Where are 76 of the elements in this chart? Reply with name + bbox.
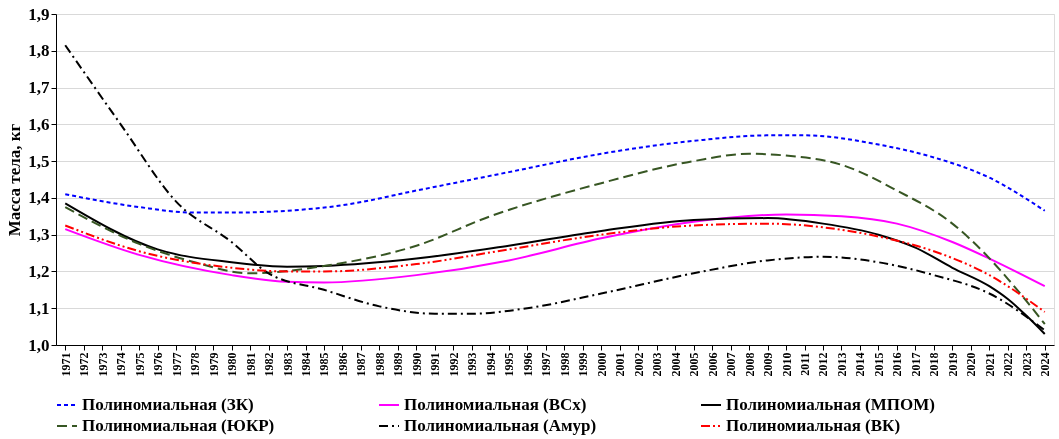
x-tick-label: 2011 <box>798 352 812 376</box>
x-tick-label: 1974 <box>114 352 129 377</box>
x-tick-label: 2013 <box>834 352 849 377</box>
y-tick-label: 1,6 <box>28 114 50 134</box>
y-tick-label: 1,7 <box>28 78 50 98</box>
x-tick-label: 1971 <box>58 352 73 377</box>
x-tick-label: 1999 <box>576 352 591 377</box>
x-tick-label: 2024 <box>1038 352 1053 377</box>
x-tick-label: 1973 <box>95 352 110 377</box>
x-tick-label: 2016 <box>890 352 905 377</box>
x-tick-label: 1990 <box>409 352 424 377</box>
line-series <box>64 222 1046 313</box>
x-tick-label: 2008 <box>742 352 757 377</box>
x-tick-label: 2018 <box>927 352 942 377</box>
x-tick-label: 1977 <box>169 352 184 377</box>
legend-label: Полиномиальная (МПОМ) <box>726 395 935 414</box>
x-tick-label: 1982 <box>262 352 277 377</box>
y-tick-label: 1,0 <box>28 335 50 355</box>
x-tick-label: 1980 <box>225 352 240 377</box>
x-tick-label: 2020 <box>964 352 979 377</box>
x-tick-label: 1972 <box>77 352 92 377</box>
legend-label: Полиномиальная (ЮКР) <box>82 416 275 435</box>
legend-label: Полиномиальная (ЗК) <box>82 395 254 414</box>
line-series <box>64 134 1046 214</box>
x-tick-label: 2012 <box>816 352 831 377</box>
x-tick-label: 1997 <box>539 352 554 377</box>
legend-label: Полиномиальная (ВК) <box>726 416 901 435</box>
x-tick-label: 1985 <box>317 352 332 377</box>
x-tick-label: 1978 <box>188 352 203 377</box>
x-tick-label: 2001 <box>613 352 628 377</box>
x-tick-label: 1996 <box>520 352 535 377</box>
x-tick-label: 2021 <box>982 352 997 377</box>
y-axis-title: Масса тела, кг <box>5 123 25 237</box>
x-tick-label: 2006 <box>705 352 720 377</box>
x-tick-label: 2023 <box>1019 352 1034 377</box>
x-tick-label: 2005 <box>687 352 702 377</box>
line-series <box>64 44 1046 332</box>
x-tick-label: 1984 <box>299 352 313 377</box>
x-tick-label: 1992 <box>446 352 461 377</box>
x-tick-label: 2022 <box>1001 352 1016 377</box>
x-tick-label: 1979 <box>206 352 221 377</box>
x-tick-label: 1995 <box>502 352 517 377</box>
x-tick-label: 1986 <box>335 352 350 377</box>
x-tick-label: 2000 <box>594 352 609 377</box>
y-tick-label: 1,9 <box>28 4 50 24</box>
x-tick-label: 2017 <box>908 352 923 377</box>
x-tick-label: 2003 <box>650 352 665 377</box>
legend-label: Полиномиальная (ВСх) <box>404 395 587 414</box>
y-tick-label: 1,5 <box>28 151 50 171</box>
y-tick-label: 1,4 <box>28 188 50 208</box>
line-series <box>64 152 1046 326</box>
y-tick-label: 1,1 <box>28 298 50 318</box>
x-tick-label: 1981 <box>243 352 258 377</box>
x-tick-label: 2010 <box>779 352 794 377</box>
x-tick-label: 2009 <box>761 352 776 377</box>
x-tick-label: 2015 <box>871 352 886 377</box>
x-tick-label: 2007 <box>724 352 739 377</box>
y-tick-label: 1,3 <box>28 225 50 245</box>
legend-label: Полиномиальная (Амур) <box>404 416 597 435</box>
x-tick-label: 1991 <box>428 352 443 377</box>
x-tick-label: 1989 <box>391 352 406 377</box>
x-tick-label: 2014 <box>853 352 868 377</box>
x-tick-label: 1988 <box>372 352 387 377</box>
x-tick-label: 1987 <box>354 352 369 377</box>
x-tick-label: 1998 <box>557 352 572 377</box>
x-tick-label: 1994 <box>483 352 498 377</box>
y-tick-label: 1,2 <box>28 261 50 281</box>
y-tick-label: 1,8 <box>28 41 50 61</box>
x-tick-label: 1975 <box>132 352 147 377</box>
x-tick-label: 1993 <box>465 352 480 377</box>
line-series <box>64 213 1046 288</box>
x-tick-label: 2019 <box>945 352 960 377</box>
x-tick-label: 2004 <box>668 352 683 377</box>
x-tick-label: 1983 <box>280 352 295 377</box>
x-tick-label: 2002 <box>631 352 646 377</box>
x-tick-label: 1976 <box>151 352 166 377</box>
